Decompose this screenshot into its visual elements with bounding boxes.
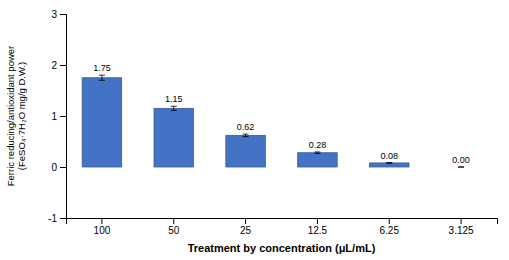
x-tick: 25 [240, 218, 252, 236]
y-tick-mark [60, 116, 66, 117]
data-label: 0.62 [237, 122, 255, 132]
y-tick: 1 [51, 111, 66, 122]
x-tick-mark [173, 218, 174, 224]
bar [226, 135, 266, 167]
y-axis-title-line: Ferric reducing/antioxidant power [5, 46, 16, 186]
x-tick-label: 50 [168, 225, 180, 236]
x-axis-line [67, 219, 498, 225]
marks [82, 75, 464, 167]
x-tick: 100 [94, 218, 111, 236]
y-tick-label: 2 [51, 60, 57, 71]
y-tick-label: 0 [51, 162, 57, 173]
y-tick: 3 [51, 9, 66, 20]
x-axis-title: Treatment by concentration (μL/mL) [188, 242, 376, 254]
x-tick-label: 100 [94, 225, 111, 236]
y-tick-label: 3 [51, 9, 57, 20]
error-bar [458, 166, 464, 168]
data-label: 0.00 [452, 155, 470, 165]
data-label: 1.75 [93, 63, 111, 73]
y-tick: 0 [51, 162, 66, 173]
y-tick-mark [60, 14, 66, 15]
error-bar [171, 106, 177, 110]
x-tick: 12.5 [308, 218, 328, 236]
error-bar [386, 162, 392, 164]
error-bar [314, 152, 320, 154]
x-tick-label: 3.125 [449, 225, 474, 236]
x-tick-mark [389, 218, 390, 224]
y-axis-title: Ferric reducing/antioxidant power(FeSO₄·… [5, 46, 27, 186]
x-tick-mark [317, 218, 318, 224]
x-tick: 6.25 [380, 218, 400, 236]
y-axis-line [60, 15, 67, 219]
y-tick: 2 [51, 60, 66, 71]
y-tick: -1 [48, 213, 66, 224]
y-tick-mark [60, 167, 66, 168]
plot: -1 0 1 2 3 100 50 25 12.5 6.25 3.125 1.75 1.15 0.62 0.… [48, 9, 497, 236]
x-tick-mark [461, 218, 462, 224]
data-labels: 1.75 1.15 0.62 0.28 0.08 0.00 [93, 63, 470, 165]
y-tick-label: -1 [48, 213, 57, 224]
x-tick: 50 [168, 218, 180, 236]
x-tick-label: 12.5 [308, 225, 328, 236]
y-axis-title-line: (FeSO₄·7H₂O mg/g D.W.) [16, 62, 27, 170]
bar [369, 163, 409, 167]
y-tick-mark [60, 218, 66, 219]
x-tick-label: 6.25 [380, 225, 400, 236]
error-bar [99, 75, 105, 80]
y-tick-label: 1 [51, 111, 57, 122]
chart: -1 0 1 2 3 100 50 25 12.5 6.25 3.125 1.75 1.15 0.62 0.… [0, 0, 509, 260]
y-axis: -1 0 1 2 3 [48, 9, 66, 224]
x-axis: 100 50 25 12.5 6.25 3.125 [67, 218, 498, 236]
x-tick-mark [245, 218, 246, 224]
bar [154, 108, 194, 167]
y-tick-mark [60, 65, 66, 66]
x-tick: 3.125 [449, 218, 474, 236]
error-bar [243, 134, 249, 137]
bar [441, 167, 481, 168]
bar [298, 153, 338, 167]
x-tick-mark [101, 218, 102, 224]
data-label: 1.15 [165, 94, 183, 104]
bar [82, 78, 122, 167]
x-tick-label: 25 [240, 225, 252, 236]
data-label: 0.28 [309, 140, 327, 150]
data-label: 0.08 [380, 151, 398, 161]
